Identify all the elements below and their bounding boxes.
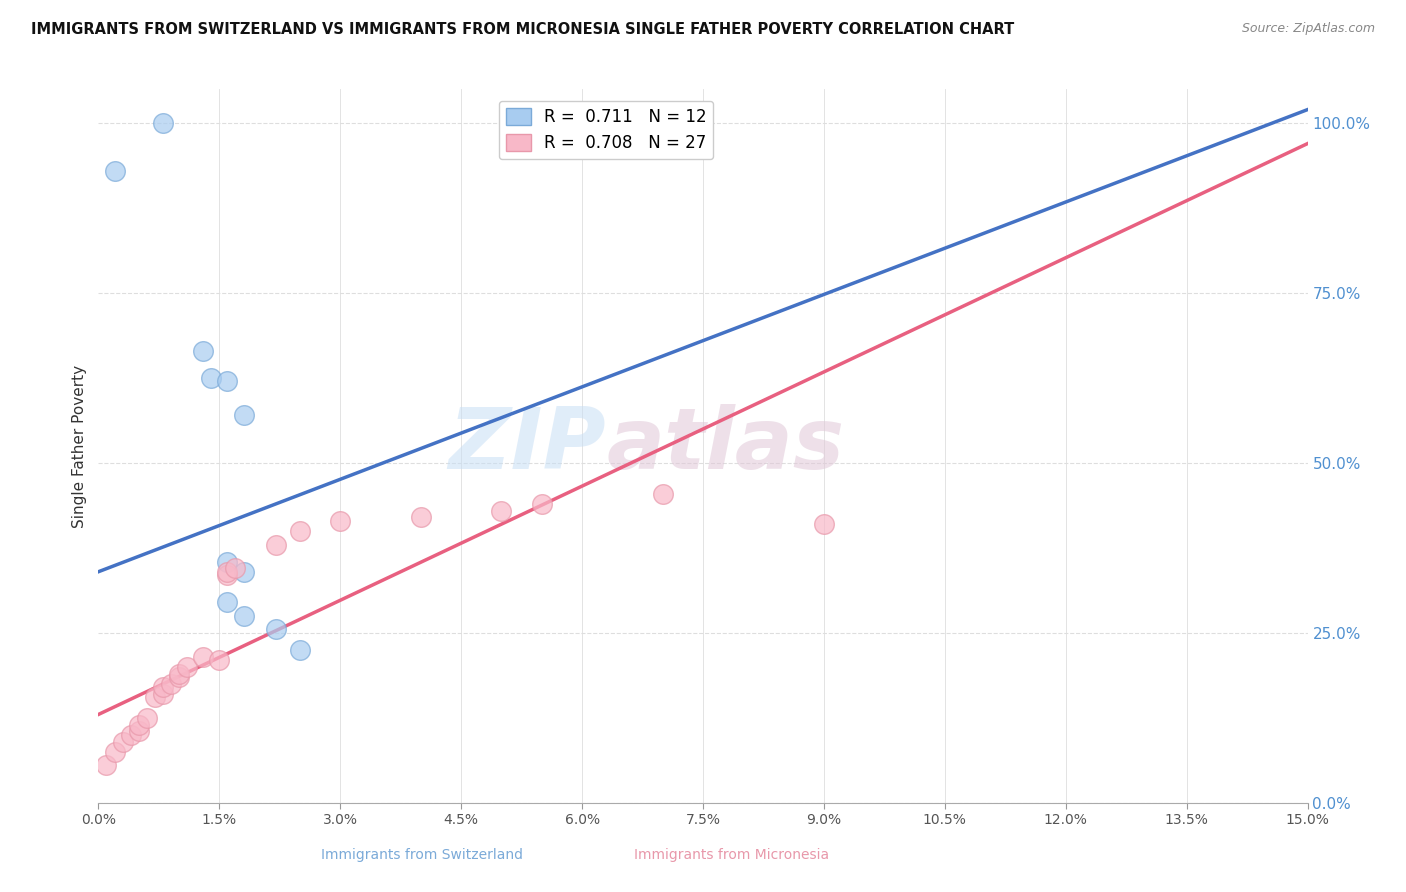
- Text: Immigrants from Switzerland: Immigrants from Switzerland: [321, 847, 523, 862]
- Point: [288, 643, 311, 657]
- Point: [232, 608, 254, 623]
- Text: Immigrants from Micronesia: Immigrants from Micronesia: [634, 847, 828, 862]
- Point: [103, 163, 125, 178]
- Point: [200, 371, 222, 385]
- Point: [651, 486, 673, 500]
- Point: [176, 660, 198, 674]
- Y-axis label: Single Father Poverty: Single Father Poverty: [72, 365, 87, 527]
- Point: [128, 717, 150, 731]
- Point: [120, 728, 142, 742]
- Point: [152, 116, 174, 130]
- Point: [264, 537, 287, 551]
- Point: [217, 595, 239, 609]
- Point: [264, 623, 287, 637]
- Point: [193, 343, 215, 358]
- Point: [160, 677, 183, 691]
- Point: [135, 711, 157, 725]
- Point: [409, 510, 432, 524]
- Point: [288, 524, 311, 538]
- Point: [217, 555, 239, 569]
- Point: [152, 687, 174, 701]
- Point: [217, 375, 239, 389]
- Point: [232, 565, 254, 579]
- Point: [217, 565, 239, 579]
- Point: [232, 409, 254, 423]
- Point: [96, 758, 118, 772]
- Point: [208, 653, 231, 667]
- Text: atlas: atlas: [606, 404, 845, 488]
- Point: [143, 690, 166, 705]
- Text: ZIP: ZIP: [449, 404, 606, 488]
- Point: [103, 745, 125, 759]
- Point: [224, 561, 246, 575]
- Text: IMMIGRANTS FROM SWITZERLAND VS IMMIGRANTS FROM MICRONESIA SINGLE FATHER POVERTY : IMMIGRANTS FROM SWITZERLAND VS IMMIGRANT…: [31, 22, 1014, 37]
- Point: [111, 734, 134, 748]
- Point: [167, 670, 190, 684]
- Point: [167, 666, 190, 681]
- Point: [813, 517, 835, 532]
- Point: [193, 649, 215, 664]
- Point: [491, 503, 513, 517]
- Point: [128, 724, 150, 739]
- Legend: R =  0.711   N = 12, R =  0.708   N = 27: R = 0.711 N = 12, R = 0.708 N = 27: [499, 101, 713, 159]
- Point: [329, 514, 352, 528]
- Text: Source: ZipAtlas.com: Source: ZipAtlas.com: [1241, 22, 1375, 36]
- Point: [152, 680, 174, 694]
- Point: [530, 497, 553, 511]
- Point: [217, 568, 239, 582]
